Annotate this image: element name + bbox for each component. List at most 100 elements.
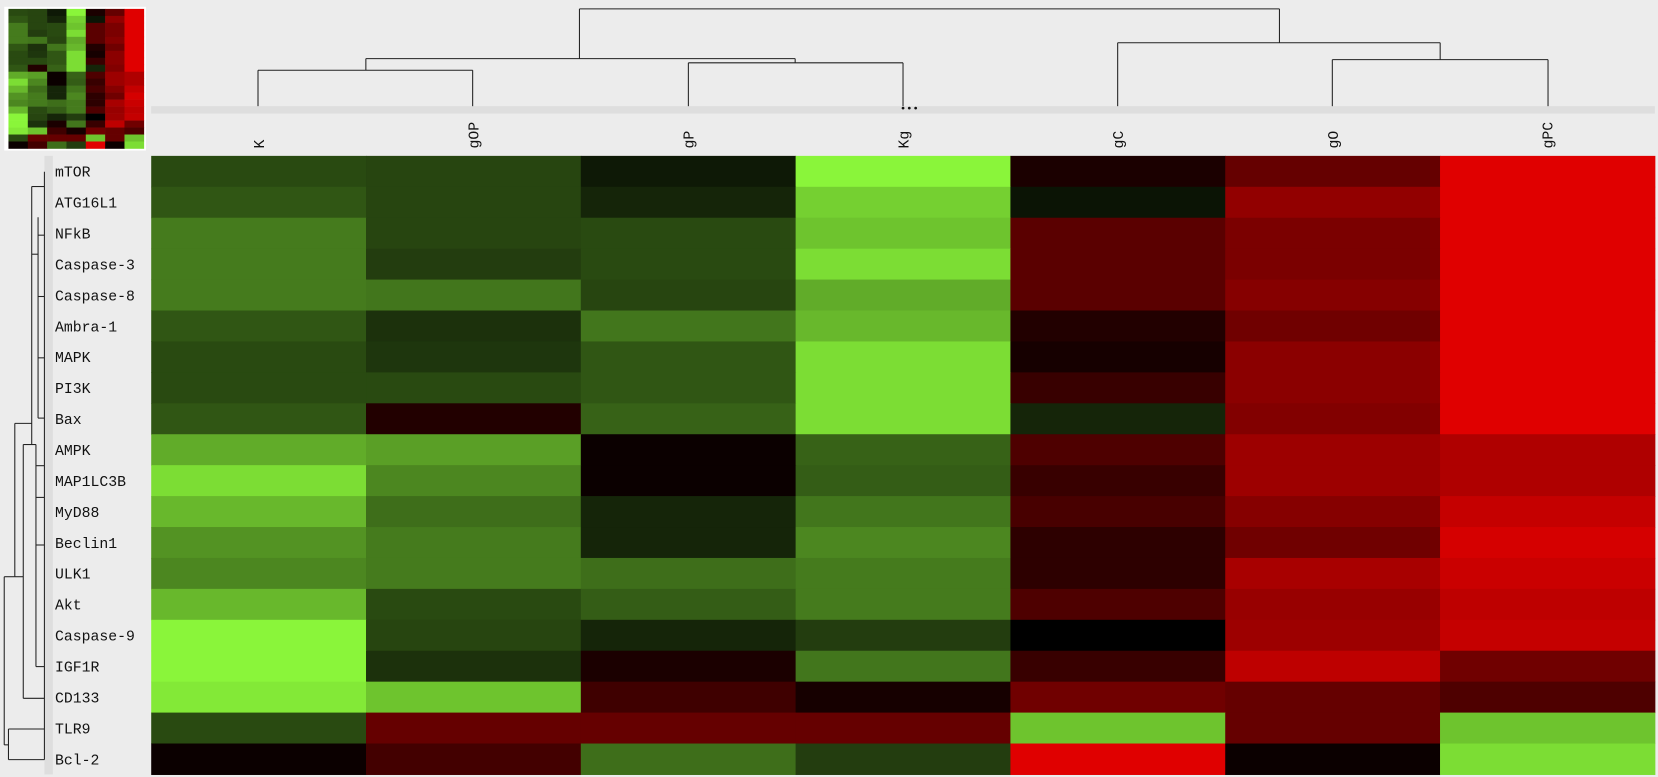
thumbnail-cell bbox=[27, 50, 48, 59]
heatmap-cell bbox=[151, 155, 367, 188]
column-label: gC bbox=[1112, 131, 1128, 149]
heatmap-cell bbox=[580, 681, 797, 714]
column-label: gOP bbox=[468, 122, 484, 149]
thumbnail-cell bbox=[47, 43, 67, 52]
thumbnail-cell bbox=[105, 120, 125, 128]
heatmap-cell bbox=[1440, 527, 1656, 559]
heatmap-cell bbox=[151, 743, 367, 775]
thumbnail-cell bbox=[47, 120, 67, 128]
heatmap-cell bbox=[580, 155, 797, 188]
heatmap-cell bbox=[795, 217, 1011, 250]
heatmap-cell bbox=[151, 619, 367, 652]
heatmap-cell bbox=[580, 434, 797, 466]
thumbnail-cell bbox=[47, 78, 67, 86]
thumbnail-cell bbox=[105, 127, 125, 135]
thumbnail-cell bbox=[47, 29, 67, 38]
heatmap-cell bbox=[151, 557, 367, 590]
row-label: ULK1 bbox=[55, 568, 91, 584]
heatmap-cell bbox=[1010, 186, 1226, 219]
thumbnail-cell bbox=[27, 15, 48, 24]
thumbnail-cell bbox=[124, 141, 145, 149]
thumbnail-cell bbox=[8, 8, 29, 17]
heatmap-cell bbox=[1440, 743, 1656, 775]
heatmap-cell bbox=[1010, 496, 1226, 528]
heatmap-cell bbox=[366, 155, 582, 188]
thumbnail-cell bbox=[105, 22, 125, 31]
thumbnail-cell bbox=[66, 141, 87, 149]
row-label: CD133 bbox=[55, 691, 99, 707]
heatmap-cell bbox=[1010, 341, 1226, 373]
thumbnail-cell bbox=[85, 36, 106, 45]
thumbnail-cell bbox=[124, 127, 145, 135]
thumbnail-cell bbox=[85, 64, 106, 73]
splitter-handle[interactable]: ••• bbox=[900, 103, 919, 115]
row-label: Akt bbox=[55, 599, 82, 615]
thumbnail-cell bbox=[105, 64, 125, 73]
heatmap-cell bbox=[580, 588, 797, 621]
thumbnail-cell bbox=[85, 127, 106, 135]
side-splitter[interactable] bbox=[44, 155, 53, 775]
thumbnail-cell bbox=[66, 92, 87, 100]
heatmap-cell bbox=[795, 248, 1011, 281]
thumbnail-cell bbox=[8, 85, 29, 93]
heatmap-cell bbox=[366, 341, 582, 373]
heatmap-cell bbox=[1225, 372, 1441, 404]
heatmap-cell bbox=[366, 217, 582, 250]
heatmap-cell bbox=[1010, 527, 1226, 559]
heatmap-cell bbox=[580, 279, 797, 312]
heatmap-cell bbox=[580, 650, 797, 683]
heatmap-cell bbox=[795, 557, 1011, 590]
heatmap-cell bbox=[580, 217, 797, 250]
thumbnail-cell bbox=[27, 78, 48, 86]
thumbnail-cell bbox=[124, 29, 145, 38]
thumbnail-cell bbox=[47, 99, 67, 107]
heatmap-cell bbox=[1225, 279, 1441, 312]
heatmap-cell bbox=[580, 310, 797, 342]
heatmap-cell bbox=[1010, 372, 1226, 404]
splitter[interactable] bbox=[151, 106, 1655, 114]
heatmap-cell bbox=[795, 279, 1011, 312]
thumbnail-cell bbox=[66, 134, 87, 142]
thumbnail-cell bbox=[27, 71, 48, 79]
heatmap-cell bbox=[580, 465, 797, 497]
thumbnail-cell bbox=[47, 92, 67, 100]
heatmap-cell bbox=[580, 372, 797, 404]
heatmap-cell bbox=[580, 186, 797, 219]
thumbnail-cell bbox=[85, 85, 106, 93]
thumbnail-cell bbox=[66, 29, 87, 38]
heatmap-cell bbox=[1225, 341, 1441, 373]
column-label: K bbox=[253, 139, 269, 148]
heatmap-cell bbox=[1225, 465, 1441, 497]
thumbnail-cell bbox=[66, 120, 87, 128]
heatmap-cell bbox=[1440, 248, 1656, 281]
thumbnail-cell bbox=[105, 29, 125, 38]
heatmap-cell bbox=[1010, 279, 1226, 312]
thumbnail-cell bbox=[124, 85, 145, 93]
thumbnail-cell bbox=[47, 71, 67, 79]
row-dendrogram bbox=[3, 171, 45, 761]
thumbnail-cell bbox=[66, 43, 87, 52]
heatmap-cell bbox=[151, 403, 367, 435]
heatmap-cell bbox=[1010, 681, 1226, 714]
thumbnail-cell bbox=[27, 36, 48, 45]
thumbnail-cell bbox=[105, 57, 125, 66]
row-label: ATG16L1 bbox=[55, 197, 117, 213]
heatmap-cell bbox=[580, 248, 797, 281]
thumbnail-cell bbox=[8, 120, 29, 128]
thumbnail-cell bbox=[8, 92, 29, 100]
thumbnail-cell bbox=[27, 134, 48, 142]
thumbnail-cell bbox=[124, 8, 145, 17]
thumbnail-cell bbox=[27, 22, 48, 31]
heatmap-cell bbox=[1440, 279, 1656, 312]
thumbnail-cell bbox=[27, 8, 48, 17]
thumbnail-cell bbox=[8, 71, 29, 79]
heatmap-cell bbox=[580, 619, 797, 652]
column-label: Kg bbox=[897, 131, 913, 149]
heatmap-cell bbox=[1225, 155, 1441, 188]
thumbnail-cell bbox=[85, 113, 106, 121]
thumbnail-cell bbox=[85, 71, 106, 79]
thumbnail-cell bbox=[66, 22, 87, 31]
heatmap-cell bbox=[1225, 434, 1441, 466]
heatmap-cell bbox=[1225, 248, 1441, 281]
heatmap-cell bbox=[1010, 712, 1226, 745]
